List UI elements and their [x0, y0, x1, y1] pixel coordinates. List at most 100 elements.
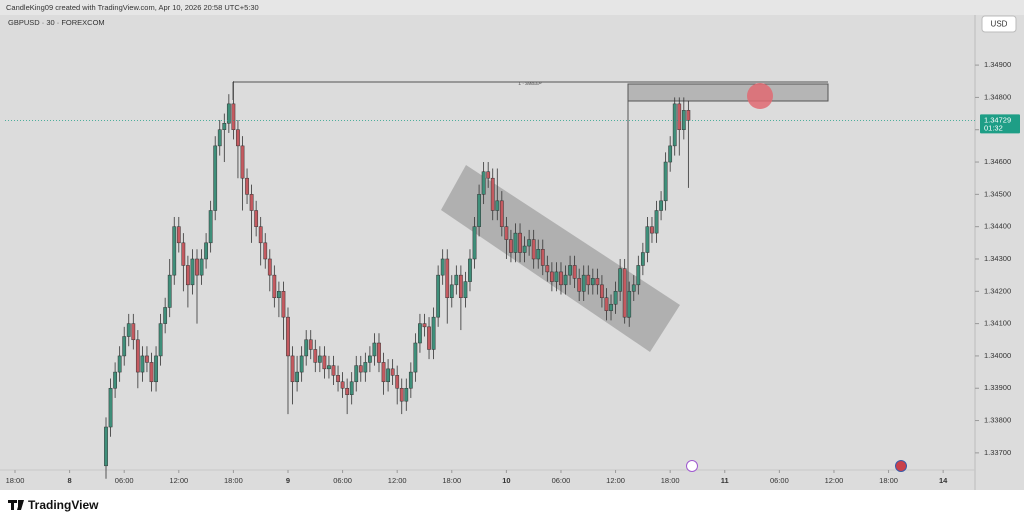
x-tick-label: 12:00	[606, 476, 625, 485]
target-marker	[747, 83, 773, 109]
candle-body	[381, 362, 386, 383]
candle-body	[449, 284, 454, 299]
candle-body	[299, 355, 304, 373]
y-tick-label: 1.34000	[984, 351, 1011, 360]
y-tick-label: 1.33700	[984, 448, 1011, 457]
candle-body	[490, 177, 495, 211]
candle-body	[272, 274, 277, 299]
candle-body	[267, 258, 272, 276]
event-flag[interactable]	[895, 460, 907, 472]
candle-body	[163, 307, 168, 324]
header-text: CandleKing09 created with TradingView.co…	[6, 3, 259, 12]
y-tick-label: 1.33800	[984, 416, 1011, 425]
x-tick-label: 06:00	[333, 476, 352, 485]
candle-body	[586, 274, 591, 286]
x-tick-label: 12:00	[825, 476, 844, 485]
x-tick-label: 8	[68, 476, 72, 485]
x-tick-label: 14	[939, 476, 948, 485]
candle-body	[308, 339, 313, 350]
candle-body	[663, 161, 668, 202]
candle-body	[631, 284, 636, 292]
x-tick-label: 06:00	[115, 476, 134, 485]
candle-body	[513, 232, 518, 253]
candle-body	[126, 323, 131, 337]
x-tick-label: 18:00	[879, 476, 898, 485]
y-tick-label: 1.34600	[984, 157, 1011, 166]
candle-body	[563, 274, 568, 286]
candle-body	[568, 265, 572, 276]
candle-body	[390, 368, 395, 376]
candle-body	[122, 336, 127, 357]
candle-body	[204, 242, 208, 260]
candle-body	[527, 239, 532, 247]
x-tick-label: 9	[286, 476, 290, 485]
event-icon[interactable]	[686, 460, 698, 472]
candle-body	[440, 258, 445, 276]
candle-body	[654, 210, 659, 234]
x-tick-label: 06:00	[770, 476, 789, 485]
candle-body	[418, 323, 422, 344]
candle-body	[186, 265, 190, 286]
y-tick-label: 1.34900	[984, 60, 1011, 69]
y-tick-label: 1.34500	[984, 189, 1011, 198]
candle-body	[613, 291, 618, 305]
candle-body	[499, 200, 504, 227]
candle-body	[277, 291, 281, 299]
candle-body	[590, 278, 595, 286]
x-tick-label: 10	[502, 476, 510, 485]
candle-body	[686, 110, 691, 121]
candle-body	[395, 375, 400, 389]
candle-body	[495, 200, 500, 211]
candle-body	[295, 371, 299, 383]
candle-body	[217, 129, 222, 147]
x-tick-label: 18:00	[224, 476, 243, 485]
candle-body	[377, 342, 381, 363]
candle-body	[226, 103, 231, 124]
x-tick-label: 12:00	[388, 476, 407, 485]
candle-body	[645, 226, 650, 253]
candle-body	[477, 194, 481, 227]
candle-body	[181, 242, 186, 266]
candle-body	[304, 339, 309, 357]
plot-area: L - SWEEP	[104, 81, 829, 479]
x-tick-label: 12:00	[169, 476, 188, 485]
candle-body	[559, 271, 563, 286]
candle-body	[245, 177, 249, 195]
candle-body	[290, 355, 295, 383]
candle-body	[331, 365, 336, 376]
header-bar	[0, 0, 1024, 15]
symbol-title: GBPUSD · 30 · FOREXCOM	[8, 18, 105, 27]
candle-body	[149, 362, 154, 383]
candle-body	[399, 387, 404, 402]
y-tick-label: 1.34100	[984, 319, 1011, 328]
candle-body	[600, 284, 604, 299]
candle-body	[167, 274, 172, 308]
candle-body	[622, 268, 627, 318]
candle-body	[554, 271, 559, 282]
candle-body	[336, 375, 340, 383]
candle-body	[190, 258, 195, 286]
y-tick-label: 1.34300	[984, 254, 1011, 263]
candle-body	[472, 226, 477, 260]
x-tick-label: 18:00	[661, 476, 680, 485]
candle-body	[609, 303, 613, 311]
candle-body	[213, 145, 218, 211]
candle-body	[117, 355, 122, 373]
candle-body	[413, 342, 418, 373]
x-tick-label: 06:00	[552, 476, 571, 485]
candle-body	[113, 371, 117, 389]
candle-body	[509, 239, 513, 253]
candle-body	[327, 365, 331, 370]
candle-body	[372, 342, 377, 357]
candle-body	[145, 355, 149, 363]
candle-body	[349, 381, 354, 395]
currency-button[interactable]	[981, 15, 1017, 33]
candle-body	[636, 265, 641, 286]
candle-body	[108, 387, 113, 428]
candle-body	[454, 274, 459, 286]
candle-body	[231, 103, 236, 130]
candle-body	[208, 210, 213, 244]
candle-body	[549, 271, 554, 282]
